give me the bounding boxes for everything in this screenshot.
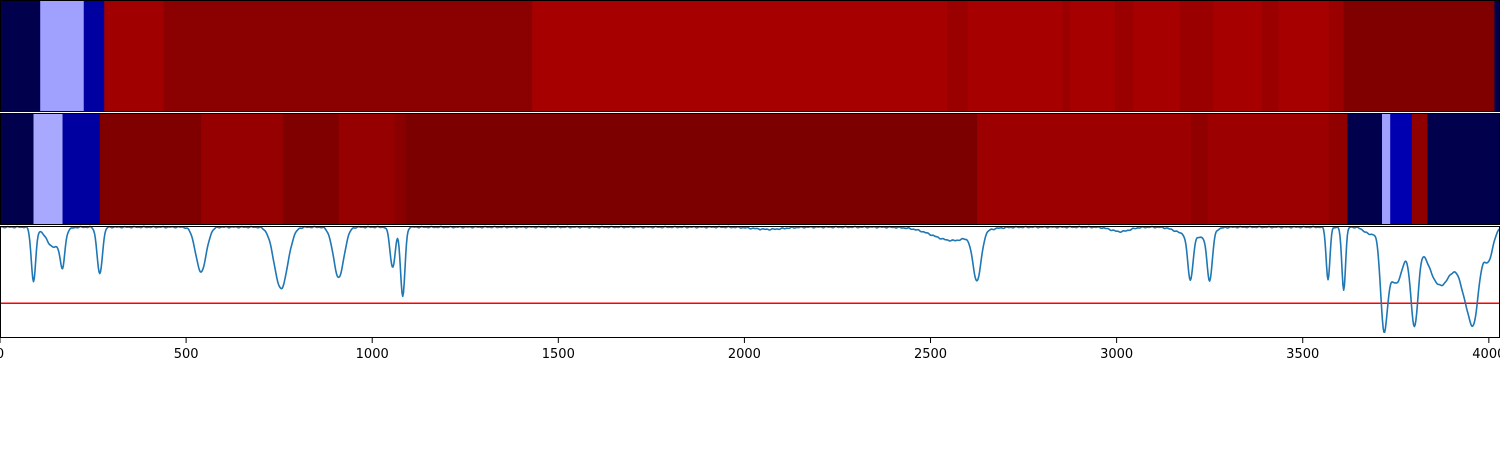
heatmap-strip-middle: [0, 113, 1500, 225]
heatmap-cell: [0, 113, 34, 225]
heatmap-cell: [394, 113, 407, 225]
heatmap-cell: [1191, 113, 1209, 225]
heatmap-strip-top: [0, 0, 1500, 112]
heatmap-cell: [1382, 113, 1391, 225]
heatmap-cell: [104, 0, 165, 112]
heatmap-cell: [1494, 0, 1500, 112]
heatmap-cell: [1328, 113, 1348, 225]
x-tick-label: 2000: [728, 347, 761, 362]
heatmap-cell: [62, 113, 101, 225]
heatmap-cell: [83, 0, 105, 112]
heatmap-cell: [1328, 0, 1345, 112]
heatmap-cell: [1261, 0, 1280, 112]
heatmap-cell: [1133, 0, 1181, 112]
heatmap-cell: [1390, 113, 1413, 225]
heatmap-cell: [967, 0, 1064, 112]
x-axis: 0 500 1000 1500 2000 2500 3000 3500 4000: [0, 338, 1500, 362]
heatmap-cell: [1343, 0, 1495, 112]
heatmap-cell: [405, 113, 978, 225]
x-tick-label: 4000: [1472, 347, 1500, 362]
heatmap-cell: [1207, 113, 1330, 225]
heatmap-cell: [338, 113, 396, 225]
heatmap-cell: [947, 0, 969, 112]
x-tick-label: 0: [0, 347, 4, 362]
x-tick-label: 500: [174, 347, 199, 362]
x-tick-label: 1000: [356, 347, 389, 362]
heatmap-cell: [1347, 113, 1383, 225]
heatmap-cell: [1062, 0, 1071, 112]
heatmap-cell: [1427, 113, 1500, 225]
heatmap-cell: [1070, 0, 1116, 112]
heatmap-cell: [40, 0, 85, 112]
heatmap-cell: [0, 0, 41, 112]
x-tick-label: 3500: [1286, 347, 1319, 362]
heatmap-cell: [282, 113, 340, 225]
x-tick-label: 1500: [542, 347, 575, 362]
heatmap-cell: [200, 113, 284, 225]
heatmap-cell: [1114, 0, 1134, 112]
heatmap-cell: [977, 113, 1192, 225]
heatmap-cell: [163, 0, 533, 112]
heatmap-cell: [1213, 0, 1263, 112]
heatmap-cell: [532, 0, 948, 112]
x-tick-label: 3000: [1100, 347, 1133, 362]
heatmap-cell: [33, 113, 64, 225]
heatmap-cell: [1411, 113, 1428, 225]
heatmap-cell: [99, 113, 202, 225]
x-tick-label: 2500: [914, 347, 947, 362]
plot-background: [0, 226, 1500, 338]
heatmap-cell: [1179, 0, 1214, 112]
heatmap-cell: [1278, 0, 1330, 112]
line-plot-panel: [0, 225, 1500, 338]
